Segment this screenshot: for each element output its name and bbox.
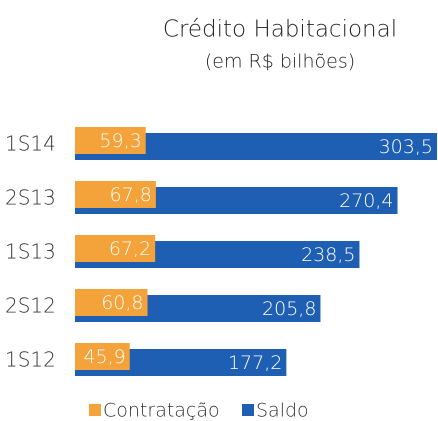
value-label: 303,5 (379, 136, 433, 158)
legend-label: Saldo (256, 400, 309, 421)
legend-swatch (242, 404, 254, 416)
legend-label: Contratação (103, 400, 220, 421)
bar (75, 289, 148, 316)
bar (75, 181, 156, 208)
bar (75, 127, 146, 154)
value-label: 177,2 (228, 352, 282, 374)
legend-swatch (89, 404, 101, 416)
value-label: 238,5 (301, 244, 355, 266)
value-label: 270,4 (339, 190, 393, 212)
value-label: 205,8 (262, 298, 316, 320)
value-label: 59,3 (99, 130, 141, 152)
y-tick-label: 1S12 (5, 348, 56, 372)
chart-title: Crédito Habitacional (163, 17, 397, 43)
bar (75, 235, 156, 262)
y-tick-label: 1S13 (5, 240, 56, 264)
value-label: 67,8 (110, 184, 152, 206)
value-label: 60,8 (101, 292, 143, 314)
bar (75, 343, 130, 370)
y-tick-label: 1S14 (5, 132, 56, 156)
y-tick-label: 2S12 (5, 294, 56, 318)
chart-subtitle: (em R$ bilhões) (205, 51, 355, 73)
value-label: 45,9 (83, 346, 125, 368)
value-label: 67,2 (109, 238, 151, 260)
y-tick-label: 2S13 (5, 186, 56, 210)
